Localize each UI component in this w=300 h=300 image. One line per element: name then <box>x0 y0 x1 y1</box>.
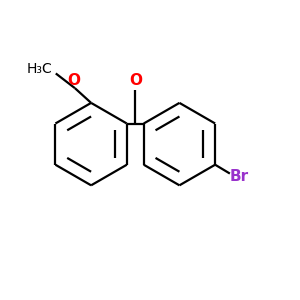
Text: O: O <box>129 73 142 88</box>
Text: H₃C: H₃C <box>27 62 52 76</box>
Text: O: O <box>67 73 80 88</box>
Text: Br: Br <box>229 169 248 184</box>
